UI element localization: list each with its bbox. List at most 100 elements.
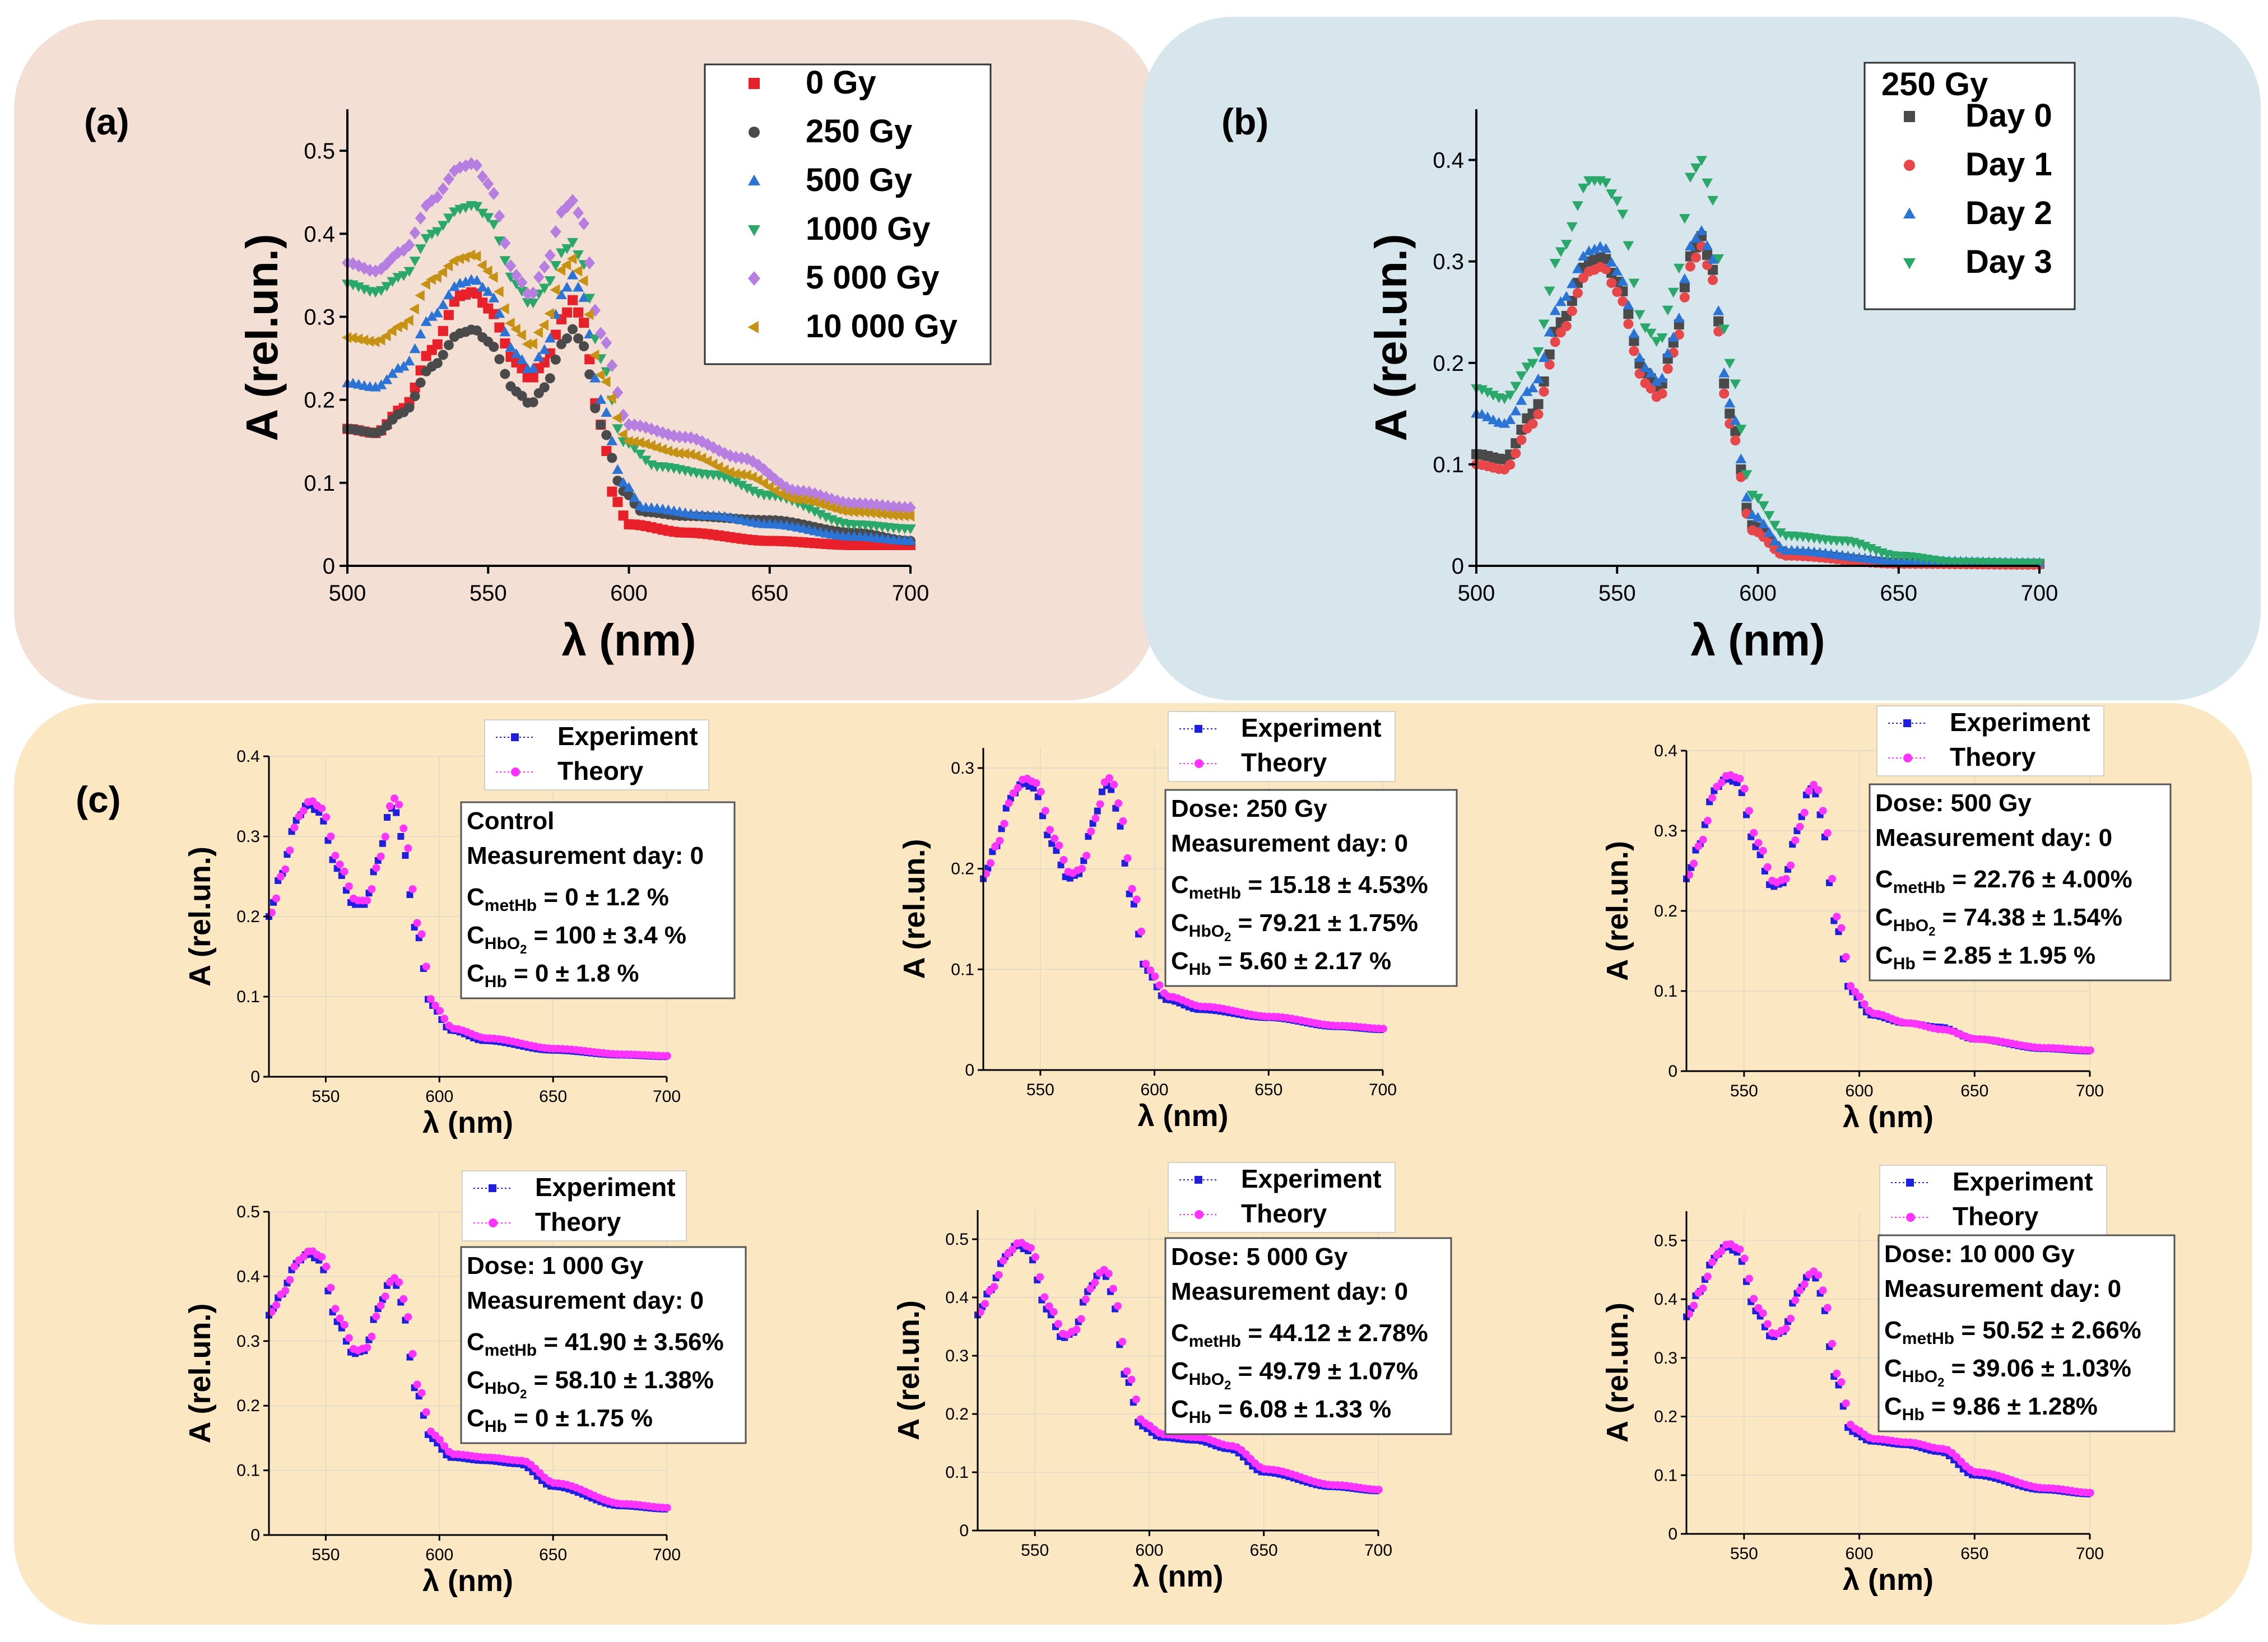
y-axis-label: A (rel.un.) (183, 846, 217, 987)
x-tick-label: 650 (539, 1546, 567, 1564)
data-point (1713, 305, 1725, 315)
y-tick-label: 0.3 (1654, 1349, 1677, 1367)
data-point (528, 372, 538, 383)
concentration-line: CmetHb = 0 ± 1.2 % (467, 883, 669, 915)
y-tick-label: 0.5 (945, 1230, 969, 1249)
data-point (322, 1262, 331, 1271)
data-point (741, 483, 753, 494)
data-point (606, 393, 616, 404)
data-point (1746, 509, 1758, 519)
data-point (1736, 775, 1744, 783)
data-point (1782, 875, 1790, 883)
data-point (634, 437, 644, 448)
data-point (589, 334, 601, 345)
legend-box (1879, 1165, 2107, 1236)
data-point (899, 501, 910, 514)
data-point (331, 1305, 340, 1313)
chart-c5: 550 600 650 700 0 0.1 0.2 0.3 0.4 0.5 λ (nm) A (rel… (892, 1162, 1452, 1593)
data-point (1814, 786, 1823, 794)
concentration-line: CHb = 0 ± 1.8 % (467, 960, 639, 991)
data-point (894, 500, 905, 514)
data-point (510, 268, 522, 282)
legend-marker (489, 1184, 496, 1192)
x-tick-label: 650 (539, 1087, 567, 1106)
data-point (533, 271, 545, 284)
data-point (1741, 470, 1753, 480)
data-point (1750, 1295, 1758, 1303)
data-point (1132, 1396, 1140, 1403)
data-point (431, 307, 443, 318)
charts-layer: 500 550 600 650 700 0 0.1 0.2 0.3 0.4 0.5 λ (nm) A (… (76, 62, 2176, 1598)
data-point (505, 342, 517, 352)
data-point (494, 236, 505, 246)
data-point (1504, 414, 1516, 425)
data-point (1837, 924, 1846, 932)
data-point (590, 403, 601, 413)
data-point (1685, 261, 1695, 272)
data-point (981, 1300, 989, 1308)
legend-marker (489, 1218, 498, 1227)
x-tick-label: 600 (1135, 1541, 1163, 1560)
data-point (1488, 414, 1499, 425)
data-point (277, 872, 285, 881)
data-point (1828, 1339, 1837, 1348)
data-point (612, 464, 624, 474)
data-point (758, 463, 770, 476)
concentration-line: CHbO2 = 79.21 ± 1.75% (1171, 909, 1418, 944)
y-axis-label: A (rel.un.) (1601, 841, 1634, 981)
data-point (1810, 780, 1818, 789)
data-point (432, 358, 443, 369)
data-point (876, 508, 886, 520)
data-point (1851, 988, 1860, 996)
chart-a: 500 550 600 650 700 0 0.1 0.2 0.3 0.4 0.5 λ (nm) A (… (84, 63, 992, 665)
data-point (1555, 296, 1567, 306)
data-point (477, 208, 489, 219)
panel-label: (a) (84, 101, 129, 142)
data-point (544, 276, 556, 286)
data-point (1656, 333, 1668, 343)
data-point (1555, 247, 1567, 257)
data-point (629, 436, 639, 448)
data-point (477, 170, 489, 184)
data-point (1600, 178, 1612, 188)
data-point (1699, 835, 1707, 844)
data-point (1118, 1338, 1127, 1346)
data-point (899, 510, 909, 522)
legend-label: 500 Gy (806, 162, 912, 198)
legend: 0 Gy 250 Gy 500 Gy 1000 Gy 5 000 Gy 10 000 Gy (704, 63, 992, 365)
series-Day-2 (1471, 225, 2045, 567)
data-point (1685, 173, 1696, 183)
legend: Experiment Theory (1168, 711, 1396, 782)
series-theory (267, 794, 671, 1060)
data-point (1769, 536, 1781, 546)
data-point (1521, 362, 1533, 373)
data-point (1717, 1247, 1726, 1255)
x-tick-label: 700 (892, 581, 929, 606)
data-point (404, 402, 415, 413)
chart-c6: 550 600 650 700 0 0.1 0.2 0.3 0.4 0.5 λ (nm) A (rel… (1601, 1165, 2176, 1597)
data-point (601, 336, 612, 350)
legend-marker (1906, 1213, 1915, 1222)
data-point (398, 361, 410, 371)
data-point (494, 308, 505, 318)
data-point (572, 265, 583, 277)
data-point (438, 350, 448, 360)
data-point (488, 220, 500, 230)
x-tick-label: 550 (312, 1087, 340, 1106)
data-point (1045, 1302, 1053, 1310)
data-point (1679, 273, 1690, 283)
data-point (431, 190, 443, 204)
data-point (1606, 278, 1617, 289)
data-point (406, 891, 413, 899)
data-point (730, 477, 742, 488)
data-point (1754, 839, 1763, 847)
data-point (489, 342, 499, 352)
data-point (808, 496, 819, 508)
data-point (1645, 368, 1657, 378)
y-tick-label: 0.2 (1433, 351, 1464, 376)
data-point (1082, 852, 1091, 860)
data-point (612, 412, 622, 424)
data-point (1651, 337, 1662, 347)
data-point (1690, 859, 1698, 868)
data-point (1828, 875, 1837, 883)
